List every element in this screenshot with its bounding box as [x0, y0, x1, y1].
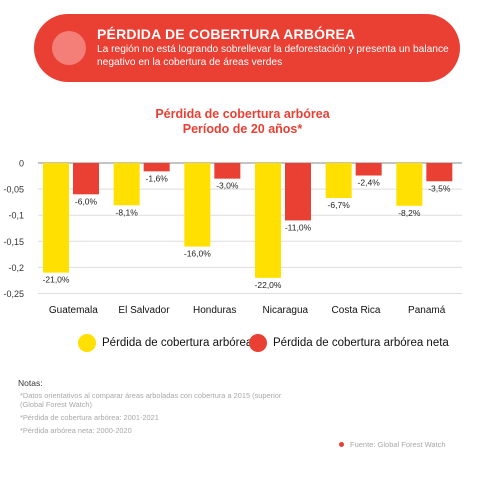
data-label: -3,5% [428, 183, 451, 193]
chart-title: Pérdida de cobertura arbórea [155, 107, 330, 121]
bar-net-loss [355, 163, 382, 176]
legend-swatch-red [249, 334, 267, 352]
bar-total-loss [43, 163, 69, 273]
chart-subtitle: Período de 20 años* [182, 122, 303, 136]
data-label: -2,4% [358, 178, 381, 188]
data-label: -6,7% [328, 200, 351, 210]
data-label: -1,6% [146, 173, 169, 183]
source-dot-icon [339, 442, 344, 447]
bar-net-loss [214, 163, 241, 179]
notes-title: Notas: [18, 378, 43, 388]
bar-total-loss [325, 163, 352, 198]
y-tick-label: -0,2 [8, 263, 24, 273]
bar-chart: 0 -0,05 -0,1 -0,15 -0,2 -0,25 -21,0% -6,0% Guate… [3, 159, 462, 316]
legend-label: Pérdida de cobertura arbórea [102, 337, 253, 349]
data-label: -3,0% [216, 181, 239, 191]
source-note: Fuente: Global Forest Watch [339, 440, 446, 449]
y-tick-label: -0,05 [3, 185, 24, 195]
bar-net-loss [143, 163, 170, 172]
note-line: *Pérdida de cobertura arbórea: 2001-2021 [20, 413, 159, 422]
data-label: -8,1% [116, 207, 139, 217]
legend-item-series-2: Pérdida de cobertura arbórea neta [249, 333, 449, 353]
bar-total-loss [113, 163, 140, 206]
bar-total-loss [396, 163, 423, 206]
y-tick-label: -0,1 [8, 211, 24, 221]
header-banner: PÉRDIDA DE COBERTURA ARBÓREA La región n… [34, 14, 460, 82]
banner-title: PÉRDIDA DE COBERTURA ARBÓREA [97, 26, 356, 42]
x-tick-label: Panamá [408, 305, 446, 316]
data-label: -22,0% [255, 280, 282, 290]
source-text: Fuente: Global Forest Watch [350, 440, 446, 449]
y-tick-label: -0,25 [3, 289, 24, 299]
notes-section: Notas: *Datos orientativos al comparar á… [18, 378, 378, 435]
note-line: (Global Forest Watch) [20, 400, 93, 409]
bar-net-loss [285, 163, 311, 221]
y-tick-label: -0,15 [3, 237, 24, 247]
data-label: -8,2% [398, 208, 421, 218]
banner-subtitle: La región no está logrando sobrellevar l… [97, 44, 449, 68]
y-tick-label: 0 [19, 159, 24, 169]
x-tick-label: El Salvador [118, 305, 170, 316]
legend-swatch-yellow [78, 334, 96, 352]
legend-item-series-1: Pérdida de cobertura arbórea [78, 333, 252, 353]
x-tick-label: Nicaragua [263, 305, 309, 316]
data-label: -6,0% [75, 196, 98, 206]
banner-circle-icon [52, 31, 86, 65]
legend-label: Pérdida de cobertura arbórea neta [273, 337, 449, 349]
note-line: *Pérdida arbórea neta: 2000-2020 [20, 426, 132, 435]
note-line: *Datos orientativos al comparar áreas ar… [20, 391, 282, 400]
x-tick-label: Guatemala [49, 305, 98, 316]
bar-total-loss [255, 163, 281, 278]
bar-net-loss [426, 163, 453, 182]
data-label: -11,0% [285, 222, 312, 232]
bar-net-loss [73, 163, 99, 195]
x-tick-label: Honduras [193, 305, 236, 316]
data-label: -21,0% [43, 275, 70, 285]
data-label: -16,0% [184, 249, 211, 259]
x-tick-label: Costa Rica [332, 305, 381, 316]
bar-total-loss [184, 163, 211, 247]
